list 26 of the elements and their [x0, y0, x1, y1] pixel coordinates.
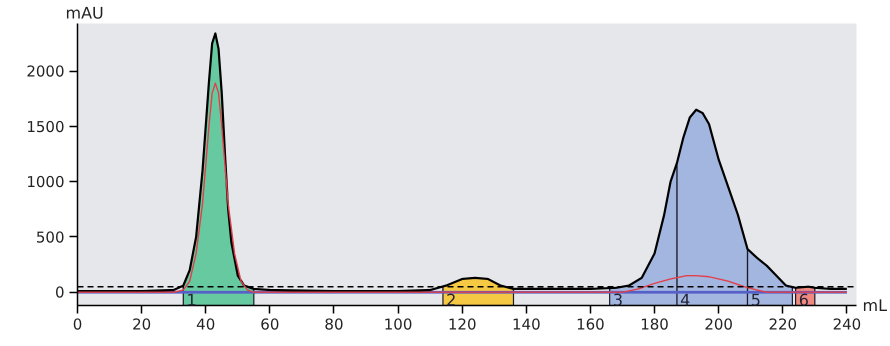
x-tick-label: 80: [324, 316, 344, 334]
y-tick-label: 500: [36, 228, 65, 246]
y-tick-label: 1500: [26, 118, 65, 136]
x-tick-label: 220: [768, 316, 798, 334]
x-tick-label: 240: [832, 316, 862, 334]
x-tick-label: 0: [72, 316, 82, 334]
y-axis-title: mAU: [66, 4, 104, 22]
band-label: 6: [798, 290, 809, 310]
x-tick-label: 180: [640, 316, 669, 334]
band-label: 2: [446, 290, 456, 310]
x-tick-label: 20: [132, 316, 152, 334]
y-tick-label: 2000: [26, 62, 65, 81]
y-tick-label: 0: [54, 284, 65, 302]
x-tick-label: 40: [196, 316, 216, 334]
band-label: 4: [680, 290, 690, 310]
band-label: 3: [612, 290, 624, 310]
band-label: 1: [186, 290, 197, 310]
x-axis-title: mL: [862, 296, 888, 315]
x-tick-label: 60: [260, 316, 280, 334]
y-tick-label: 1000: [26, 173, 65, 192]
x-tick-label: 120: [448, 316, 477, 334]
x-tick-label: 100: [384, 316, 412, 334]
x-tick-label: 140: [512, 316, 541, 334]
x-tick-label: 160: [576, 316, 605, 334]
band-label: 5: [750, 290, 761, 310]
x-tick-label: 200: [704, 316, 733, 334]
